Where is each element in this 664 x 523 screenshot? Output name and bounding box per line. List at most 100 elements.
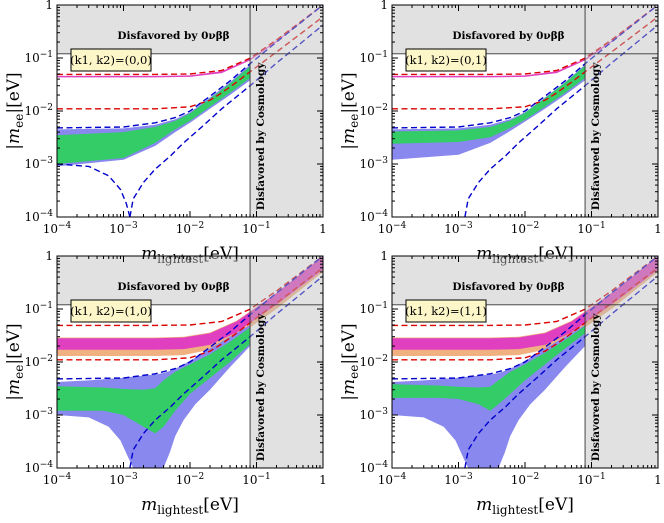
excluded-cosmology-region [585, 53, 658, 217]
panel-label: (k1, k2)=(1,1) [405, 299, 487, 323]
panel-label-text: (k1, k2)=(1,1) [405, 304, 487, 318]
x-tick-label: 10−2 [176, 472, 205, 487]
x-tick-exponent: −3 [460, 221, 474, 231]
panel-label-box [405, 48, 487, 72]
excluded-cosmology-region [250, 53, 323, 217]
dashed-curve-4 [464, 275, 658, 468]
plot-area [57, 5, 323, 217]
x-axis-label-var: m [141, 244, 157, 264]
y-tick-exponent: −2 [40, 354, 53, 364]
y-tick-exponent: −3 [375, 407, 389, 417]
x-tick-exponent: −4 [58, 221, 72, 231]
x-tick-label: 1 [654, 473, 662, 487]
y-axis-label-bar: | [339, 395, 359, 401]
chart-panel-2: Disfavored by 0νββ Disfavored by Cosmolog… [339, 0, 662, 266]
y-tick-label: 10−1 [359, 301, 388, 316]
dashed-curve-3 [392, 256, 658, 380]
band-3 [57, 66, 251, 164]
dashed-curve-1 [57, 256, 323, 327]
x-tick-exponent: −1 [593, 221, 606, 231]
dashed-curve-4 [464, 24, 658, 217]
band-2 [57, 256, 323, 350]
y-axis-label-sub: ee [12, 114, 26, 128]
x-tick-label: 10−1 [577, 221, 606, 236]
x-tick-label: 10−3 [444, 221, 473, 236]
dashed-curve-1 [392, 5, 658, 76]
panel-label-text: (k1, k2)=(0,1) [405, 53, 487, 67]
y-tick-exponent: −1 [40, 301, 53, 311]
dashed-curve-4 [129, 275, 323, 468]
x-tick-label: 1 [654, 222, 662, 236]
y-tick-exponent: −4 [40, 209, 54, 219]
dashed-curve-3 [57, 256, 323, 380]
x-axis-label: mlightest[eV] [141, 495, 239, 517]
dashed-curve-2 [392, 16, 658, 110]
y-axis-label-sub: ee [347, 114, 361, 128]
x-tick-exponent: −4 [393, 221, 407, 231]
y-tick-exponent: −1 [40, 50, 53, 60]
annotation-cosmology: Disfavored by Cosmology [255, 62, 267, 210]
panel-label: (k1, k2)=(0,0) [70, 48, 152, 72]
dashed-curve-1 [392, 256, 658, 327]
y-axis-label-var: m [339, 128, 359, 144]
excluded-0vbb-region [392, 5, 658, 54]
y-tick-exponent: −3 [375, 156, 389, 166]
dashed-curve-4 [57, 163, 131, 217]
y-tick-exponent: −4 [375, 460, 389, 470]
annotation-0vbb: Disfavored by 0νββ [117, 281, 229, 293]
y-tick-label: 10−1 [24, 301, 53, 316]
x-tick-label: 10−3 [109, 221, 138, 236]
excluded-0vbb-region [57, 256, 323, 305]
band-4 [57, 327, 251, 434]
x-tick-label: 10−4 [378, 472, 407, 487]
y-tick-label: 10−1 [359, 50, 388, 65]
x-axis-label-var: m [141, 495, 157, 515]
y-tick-label: 1 [45, 249, 53, 263]
y-axis-label-var: m [339, 379, 359, 395]
x-axis-label-sub: lightest [157, 503, 203, 517]
y-tick-exponent: −3 [40, 156, 54, 166]
y-axis-label-var: m [4, 379, 24, 395]
y-tick-label: 10−2 [359, 354, 388, 369]
y-tick-exponent: −3 [40, 407, 54, 417]
x-tick-exponent: −2 [191, 221, 204, 231]
x-tick-label: 10−1 [577, 472, 606, 487]
y-axis-label-sub: ee [12, 365, 26, 379]
x-tick-exponent: −1 [593, 472, 606, 482]
x-axis-label-unit: [eV] [203, 495, 239, 515]
panel-label-box [70, 48, 152, 72]
y-tick-label: 1 [45, 0, 53, 12]
chart-panel-4: Disfavored by 0νββ Disfavored by Cosmolog… [339, 249, 662, 517]
annotation-cosmology: Disfavored by Cosmology [590, 62, 602, 210]
y-tick-exponent: −4 [375, 209, 389, 219]
plot-area [392, 256, 658, 468]
x-axis-label: mlightest[eV] [476, 495, 574, 517]
y-tick-label: 1 [380, 249, 388, 263]
y-axis-label: |mee|[eV] [4, 72, 26, 149]
y-axis-label-unit: |[eV] [339, 72, 359, 113]
excluded-0vbb-region [57, 5, 323, 54]
x-tick-label: 10−4 [43, 472, 72, 487]
band-4 [392, 325, 586, 411]
dashed-curve-1 [57, 5, 323, 76]
annotation-0vbb: Disfavored by 0νββ [452, 281, 564, 293]
y-tick-label: 10−2 [24, 103, 53, 118]
x-tick-exponent: −2 [526, 221, 539, 231]
x-tick-exponent: −2 [526, 472, 539, 482]
dashed-curve-5 [129, 24, 323, 217]
chart-panel-3: Disfavored by 0νββ Disfavored by Cosmolog… [4, 249, 327, 517]
excluded-cosmology-region [585, 304, 658, 468]
band-2 [392, 64, 586, 160]
dashed-curve-3 [57, 5, 323, 129]
x-tick-exponent: −1 [258, 221, 271, 231]
x-tick-label: 10−3 [109, 472, 138, 487]
dashed-curve-3 [392, 5, 658, 129]
plot-area [57, 256, 323, 468]
x-tick-exponent: −4 [393, 472, 407, 482]
y-tick-label: 10−3 [24, 407, 53, 422]
x-tick-label: 10−1 [242, 221, 271, 236]
plot-area [392, 5, 658, 217]
x-tick-label: 1 [319, 222, 327, 236]
y-tick-exponent: −2 [375, 354, 388, 364]
panel-label-box [70, 299, 152, 323]
